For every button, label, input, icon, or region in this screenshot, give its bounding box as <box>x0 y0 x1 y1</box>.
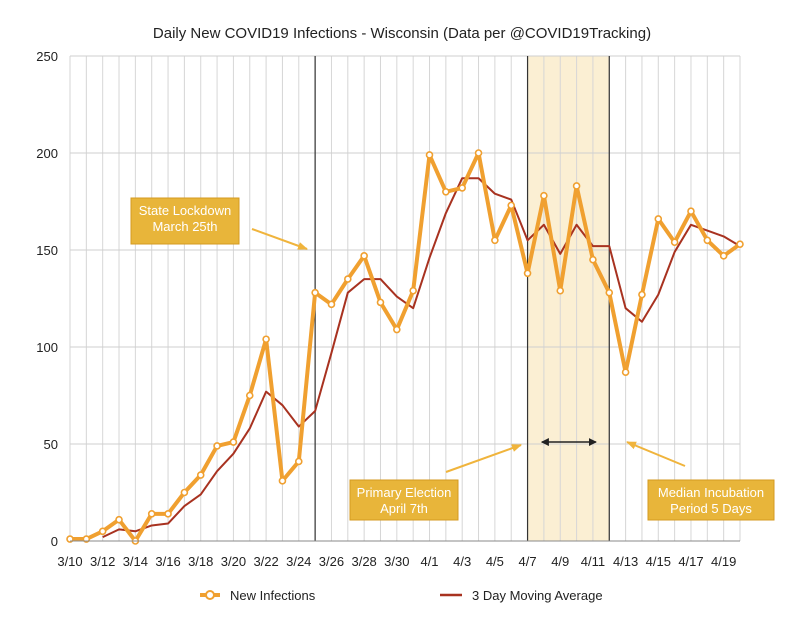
y-tick-label: 100 <box>36 340 58 355</box>
data-point-new-infections <box>180 488 189 497</box>
data-point-new-infections <box>229 438 238 446</box>
data-point-new-infections <box>327 300 336 309</box>
data-point-new-infections <box>196 471 205 479</box>
data-point-new-infections <box>507 201 516 210</box>
data-point-new-infections <box>147 510 156 518</box>
axis-layer: 0 50 100 150 200 250 3/10 3/12 3/14 3/16 3/18 3/20 3… <box>36 49 740 569</box>
legend-label-new-infections: New Infections <box>230 588 316 603</box>
data-point-new-infections <box>115 515 123 524</box>
data-point-new-infections <box>654 215 663 223</box>
annotation-arrow <box>626 441 686 467</box>
x-tick-label: 4/15 <box>646 554 671 569</box>
x-tick-label: 4/1 <box>420 554 438 569</box>
data-point-new-infections <box>294 457 303 466</box>
x-tick-label: 4/19 <box>711 554 736 569</box>
annotation-text: Period 5 Days <box>670 501 752 516</box>
data-point-new-infections <box>278 477 287 485</box>
y-tick-label: 250 <box>36 49 58 64</box>
x-tick-label: 3/20 <box>221 554 246 569</box>
data-point-new-infections <box>409 286 417 295</box>
x-tick-label: 3/26 <box>319 554 344 569</box>
x-tick-label: 3/16 <box>155 554 180 569</box>
x-tick-label: 3/10 <box>57 554 82 569</box>
x-tick-label: 4/13 <box>613 554 638 569</box>
y-tick-label: 0 <box>51 534 58 549</box>
y-tick-label: 200 <box>36 146 58 161</box>
data-point-new-infections <box>523 269 532 278</box>
y-tick-label: 150 <box>36 243 58 258</box>
data-point-new-infections <box>311 288 319 297</box>
data-point-new-infections <box>491 236 499 245</box>
data-point-new-infections <box>556 286 565 295</box>
data-point-new-infections <box>605 288 614 297</box>
x-tick-label: 4/7 <box>519 554 537 569</box>
chart-title: Daily New COVID19 Infections - Wisconsin… <box>153 25 651 42</box>
x-tick-label: 3/14 <box>123 554 148 569</box>
annotation-box <box>647 479 775 521</box>
data-point-new-infections <box>213 442 221 450</box>
data-point-new-infections <box>572 182 581 190</box>
x-tick-label: 3/12 <box>90 554 115 569</box>
data-point-new-infections <box>736 240 744 248</box>
x-tick-label: 4/9 <box>551 554 569 569</box>
y-tick-label: 50 <box>44 437 58 452</box>
data-point-new-infections <box>687 207 695 215</box>
annotation-text: March 25th <box>152 219 217 234</box>
data-point-new-infections <box>621 368 630 377</box>
x-tick-label: 4/5 <box>486 554 504 569</box>
annotation-arrow <box>251 228 308 250</box>
x-tick-label: 4/11 <box>581 554 605 569</box>
data-point-new-infections <box>703 236 712 245</box>
annotation-text: April 7th <box>380 501 428 516</box>
data-point-new-infections <box>245 391 254 400</box>
x-tick-label: 4/3 <box>453 554 471 569</box>
series-line-moving-average <box>102 177 741 539</box>
annotation-box <box>130 197 240 245</box>
annotation-text: State Lockdown <box>139 203 232 218</box>
data-point-new-infections <box>164 510 172 518</box>
legend-label-moving-average: 3 Day Moving Average <box>472 588 603 603</box>
grid-layer <box>69 55 741 542</box>
shaded-incubation-range <box>527 56 610 541</box>
data-point-new-infections <box>393 325 401 334</box>
annotation-box <box>349 479 459 521</box>
data-point-new-infections <box>425 151 434 159</box>
legend-marker-new-infections <box>205 590 215 600</box>
data-point-new-infections <box>442 188 450 196</box>
data-point-new-infections <box>376 298 385 307</box>
x-tick-label: 3/18 <box>188 554 213 569</box>
data-point-new-infections <box>719 252 728 260</box>
annotation-text: Median Incubation <box>658 485 764 500</box>
x-tick-label: 4/17 <box>678 554 703 569</box>
data-point-new-infections <box>344 275 352 283</box>
data-point-new-infections <box>262 335 270 344</box>
legend: New Infections 3 Day Moving Average <box>200 588 603 603</box>
annotation-arrow <box>445 444 522 473</box>
x-tick-label: 3/22 <box>253 554 278 569</box>
data-point-new-infections <box>360 252 368 260</box>
series-line-new-infections <box>70 151 742 543</box>
annotation-text: Primary Election <box>357 485 452 500</box>
data-point-new-infections <box>638 290 646 299</box>
x-tick-label: 3/30 <box>384 554 409 569</box>
x-tick-label: 3/24 <box>286 554 311 569</box>
shaded-range-layer <box>527 56 610 541</box>
data-point-new-infections <box>670 238 679 247</box>
data-point-new-infections <box>474 149 483 157</box>
x-tick-label: 3/28 <box>351 554 376 569</box>
data-point-new-infections <box>458 184 466 192</box>
data-point-new-infections <box>540 191 548 200</box>
data-point-new-infections <box>589 255 597 264</box>
data-point-new-infections <box>98 527 107 536</box>
series-layer <box>66 149 744 545</box>
